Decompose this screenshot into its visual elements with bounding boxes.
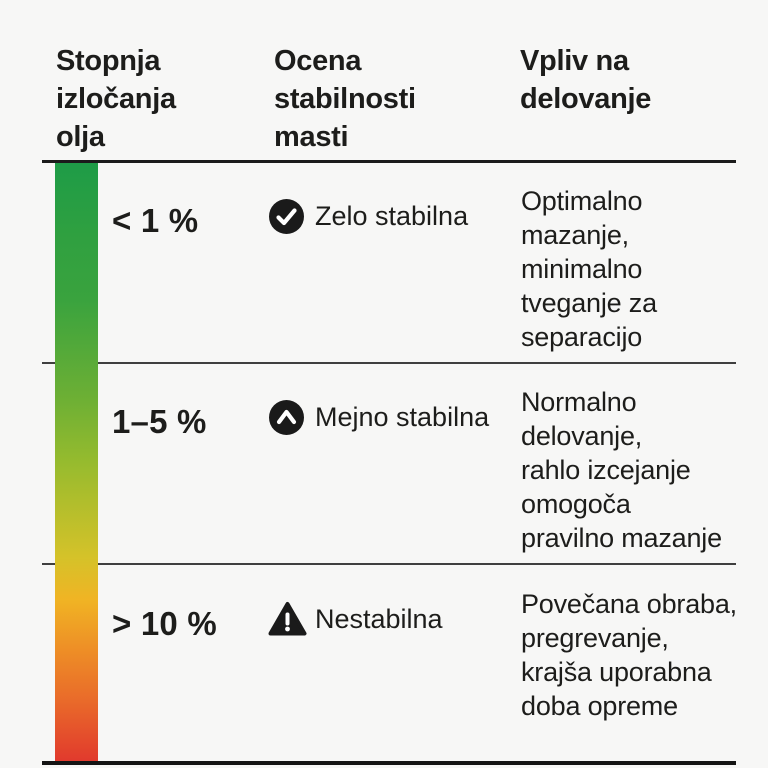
row-divider xyxy=(42,362,736,364)
stability-rating: Zelo stabilna xyxy=(268,198,468,235)
impact-description: Povečana obraba, pregrevanje, krajša upo… xyxy=(521,589,737,721)
stability-label: Nestabilna xyxy=(315,604,443,634)
column-header-impact-on-operation: Vpliv na delovanje xyxy=(520,45,652,115)
table-row: > 10 % Nestabilna Povečana obraba, pregr… xyxy=(0,565,768,761)
header-divider xyxy=(42,160,736,163)
table-row: < 1 % Zelo stabilna Optimalno mazanje, m… xyxy=(0,162,768,362)
stability-rating: Nestabilna xyxy=(268,601,443,638)
impact-description: Normalno delovanje, rahlo izcejanje omog… xyxy=(521,387,722,553)
table-row: 1–5 % Mejno stabilna Normalno delovanje,… xyxy=(0,363,768,563)
column-header-fat-stability-rating: Ocena stabilnosti masti xyxy=(274,45,416,153)
impact-description: Optimalno mazanje, minimalno tveganje za… xyxy=(521,186,657,352)
stability-rating: Mejno stabilna xyxy=(268,399,489,436)
oil-separation-value: > 10 % xyxy=(112,605,217,642)
row-divider xyxy=(42,563,736,565)
oil-separation-value: 1–5 % xyxy=(112,403,207,440)
chevron-up-circle-icon xyxy=(268,399,305,436)
oil-separation-value: < 1 % xyxy=(112,202,199,239)
risk-gradient-bar xyxy=(55,163,98,761)
bottom-divider xyxy=(42,761,736,765)
column-header-oil-separation-rate: Stopnja izločanja olja xyxy=(56,45,176,153)
check-circle-icon xyxy=(268,198,305,235)
stability-label: Zelo stabilna xyxy=(315,201,469,231)
stability-label: Mejno stabilna xyxy=(315,402,490,432)
warning-triangle-icon xyxy=(268,601,307,638)
